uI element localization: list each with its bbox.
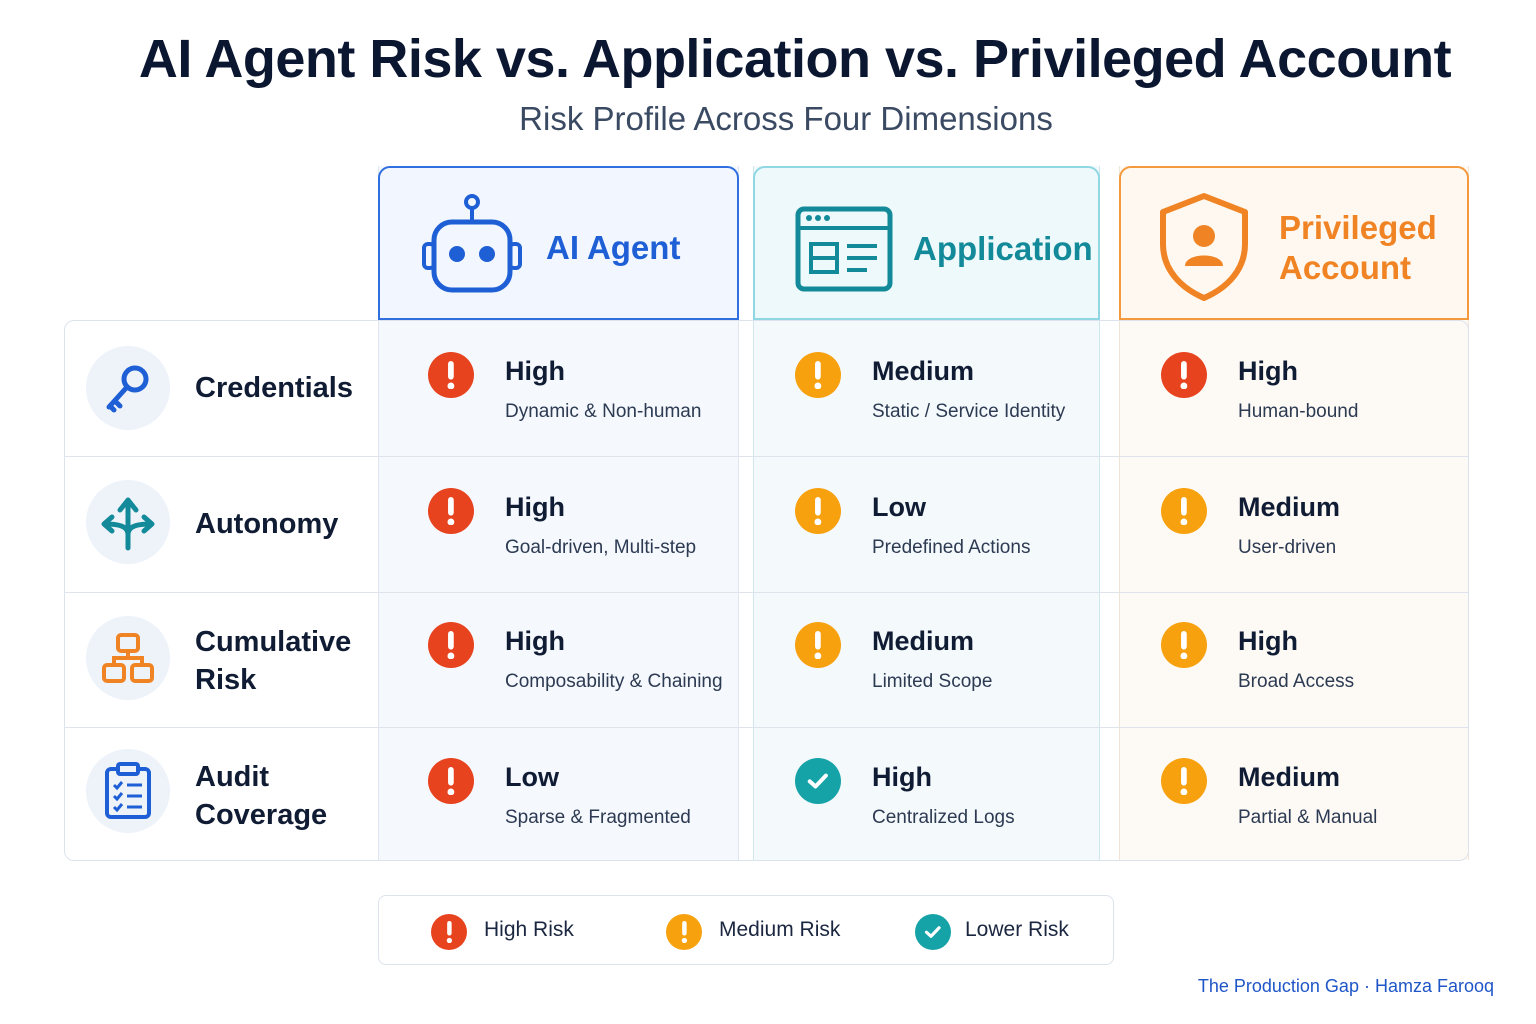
comparison-table	[64, 320, 1469, 861]
lower-risk-icon	[795, 758, 841, 804]
high-risk-icon	[1161, 352, 1207, 398]
risk-description: Composability & Chaining	[505, 671, 723, 692]
risk-level: High	[1238, 626, 1298, 656]
risk-description: Predefined Actions	[872, 537, 1031, 558]
risk-level: High	[872, 762, 932, 792]
risk-level: Low	[505, 762, 559, 792]
row-label-audit-coverage: Audit Coverage	[195, 761, 328, 831]
high-risk-icon	[428, 622, 474, 668]
column-label: AI Agent	[546, 229, 681, 266]
risk-description: Static / Service Identity	[872, 401, 1066, 422]
risk-level: Medium	[1238, 762, 1341, 792]
medium-risk-icon	[795, 488, 841, 534]
column-header-application: Application	[753, 166, 1100, 320]
hierarchy-icon	[86, 616, 170, 700]
legend-label-medium: Medium Risk	[719, 918, 841, 941]
risk-level: Medium	[872, 356, 975, 386]
column-label: Application	[913, 230, 1093, 267]
risk-level: High	[505, 626, 565, 656]
risk-level: High	[505, 492, 565, 522]
row-divider	[64, 592, 1469, 593]
high-risk-icon	[428, 758, 474, 804]
risk-description: Goal-driven, Multi-step	[505, 537, 697, 558]
risk-description: Partial & Manual	[1238, 807, 1378, 828]
high-risk-icon	[431, 914, 467, 950]
robot-icon	[422, 194, 522, 293]
risk-description: Broad Access	[1238, 671, 1355, 692]
medium-risk-icon	[795, 622, 841, 668]
risk-level: High	[1238, 356, 1298, 386]
risk-description: Sparse & Fragmented	[505, 807, 691, 828]
branching-arrows-icon	[86, 480, 170, 564]
row-label-cumulative-risk: Cumulative Risk	[195, 626, 352, 696]
medium-risk-icon	[795, 352, 841, 398]
medium-risk-icon	[1161, 758, 1207, 804]
medium-risk-icon	[1161, 488, 1207, 534]
column-header-ai-agent: AI Agent	[378, 166, 739, 320]
row-divider	[64, 456, 1469, 457]
risk-level: Medium	[872, 626, 975, 656]
high-risk-icon	[428, 352, 474, 398]
row-divider	[64, 727, 1469, 728]
risk-description: Dynamic & Non-human	[505, 401, 702, 422]
row-label-autonomy: Autonomy	[195, 508, 339, 540]
medium-risk-icon	[666, 914, 702, 950]
row-label-credentials: Credentials	[195, 372, 353, 404]
shield-user-icon	[1160, 193, 1248, 301]
medium-risk-icon	[1161, 622, 1207, 668]
page-subtitle: Risk Profile Across Four Dimensions	[519, 100, 1053, 137]
high-risk-icon	[428, 488, 474, 534]
clipboard-checklist-icon	[86, 749, 170, 833]
credit: The Production Gap · Hamza Farooq	[1197, 976, 1494, 996]
risk-description: Limited Scope	[872, 671, 993, 692]
risk-description: Human-bound	[1238, 401, 1359, 422]
column-label: Privileged Account	[1279, 209, 1437, 286]
risk-description: Centralized Logs	[872, 807, 1015, 828]
risk-level: Low	[872, 492, 926, 522]
legend-label-lower: Lower Risk	[965, 918, 1069, 941]
lower-risk-icon	[915, 914, 951, 950]
column-header-privileged-account: Privileged Account	[1119, 166, 1469, 320]
legend: High Risk Medium Risk Lower Risk	[378, 895, 1114, 965]
page-title: AI Agent Risk vs. Application vs. Privil…	[138, 29, 1452, 89]
risk-level: Medium	[1238, 492, 1341, 522]
app-window-icon	[795, 206, 893, 292]
risk-description: User-driven	[1238, 537, 1337, 558]
risk-level: High	[505, 356, 565, 386]
key-icon	[86, 346, 170, 430]
legend-label-high: High Risk	[484, 918, 574, 941]
